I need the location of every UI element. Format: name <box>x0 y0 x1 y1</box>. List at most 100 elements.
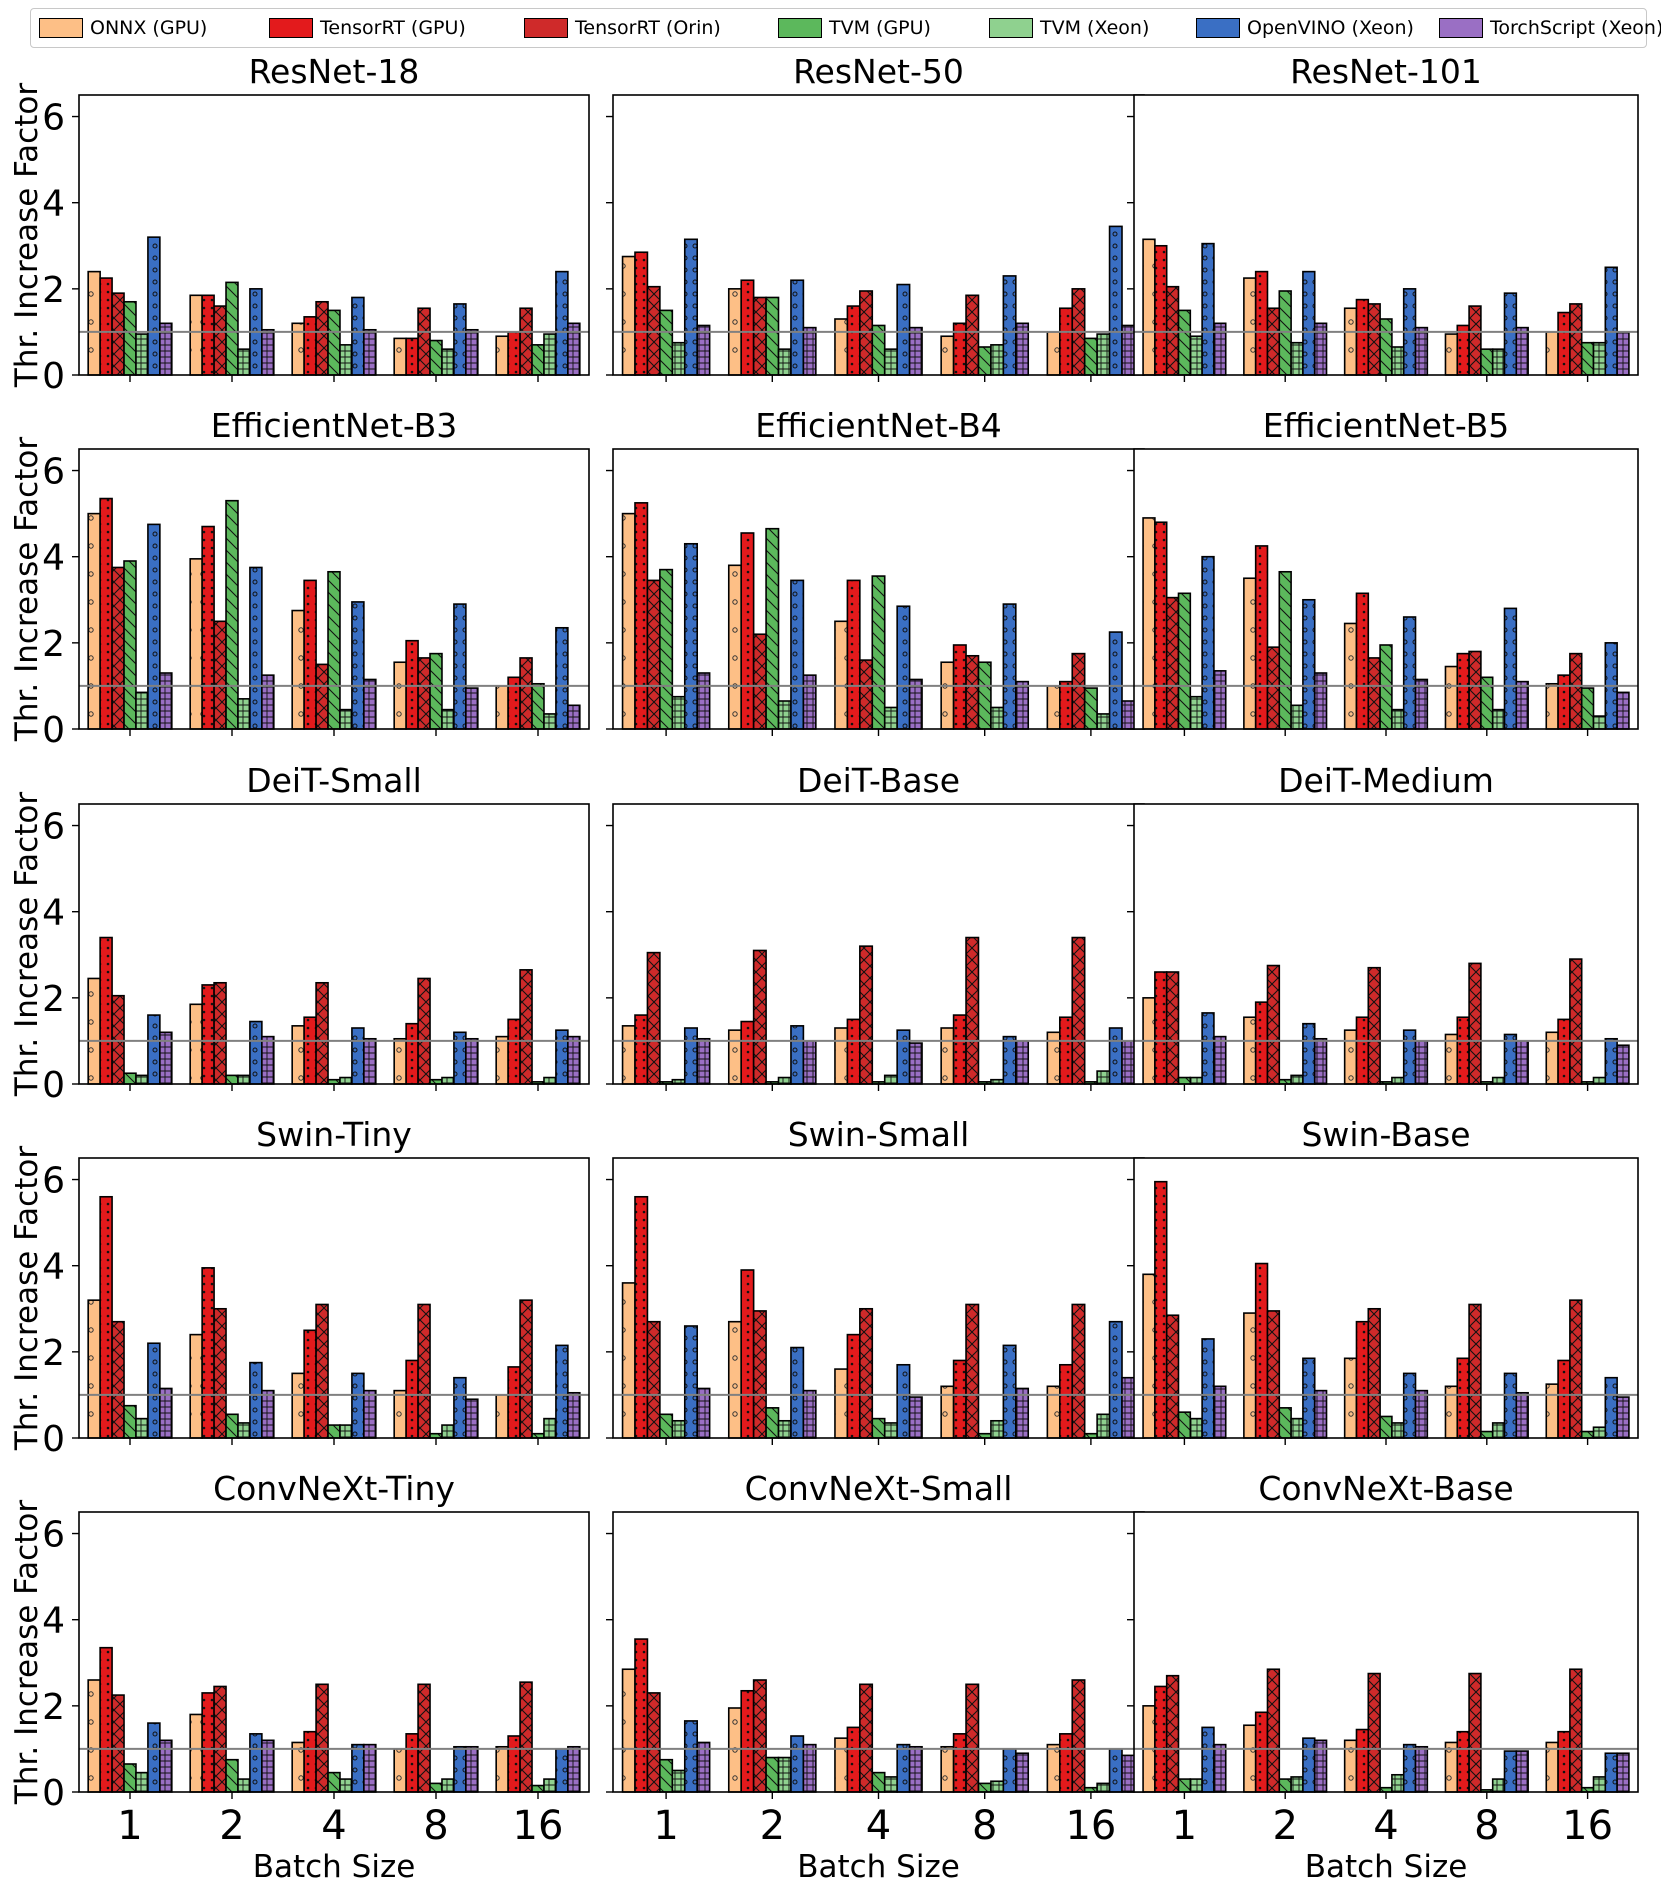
bar-hatch <box>339 344 353 376</box>
bar-hatch <box>952 1733 967 1793</box>
bar-hatch <box>1165 1674 1180 1793</box>
bar-hatch <box>393 1037 407 1085</box>
x-axis-label: Batch Size <box>1305 1849 1468 1885</box>
bar-hatch <box>1096 333 1111 376</box>
bar-hatch <box>790 1346 805 1439</box>
bar-hatch <box>1154 971 1168 1085</box>
bar-hatch <box>977 661 992 730</box>
bar-hatch <box>315 981 329 1085</box>
bar-hatch <box>363 1743 377 1793</box>
panel-title: DeiT-Base <box>797 761 960 800</box>
bar-hatch <box>1569 1299 1583 1439</box>
panel-title: DeiT-Medium <box>1278 761 1494 800</box>
legend-swatch-onnx-gpu <box>39 18 83 38</box>
bar-hatch <box>1367 1307 1381 1439</box>
bar-hatch <box>1491 708 1506 730</box>
bar-hatch <box>1402 1743 1417 1793</box>
bar-hatch <box>802 1389 817 1439</box>
bar-hatch <box>1557 1359 1571 1439</box>
bar-hatch <box>859 1683 874 1793</box>
bar-hatch <box>683 1027 699 1085</box>
bar-hatch <box>896 1029 911 1085</box>
bar-hatch <box>213 1685 227 1793</box>
legend-swatch-tvm-xeon <box>989 18 1033 38</box>
y-tick-label: 0 <box>42 710 65 751</box>
bar-hatch <box>1503 1750 1518 1793</box>
bar-hatch <box>429 652 443 730</box>
panel-title: ResNet-101 <box>1290 52 1482 91</box>
x-tick-label: 16 <box>513 1803 564 1849</box>
bar-hatch <box>1201 242 1215 376</box>
bar-hatch <box>1557 674 1571 730</box>
bar-hatch <box>291 609 305 730</box>
bar-hatch <box>1402 1029 1417 1085</box>
bar-hatch <box>1515 326 1529 376</box>
bar-hatch <box>659 568 674 730</box>
bar-hatch <box>752 1679 767 1793</box>
bar-hatch <box>1580 341 1595 376</box>
bar-hatch <box>189 1713 203 1793</box>
bar-hatch <box>123 300 137 376</box>
bar-hatch <box>507 1735 521 1793</box>
bar-hatch <box>883 1422 898 1439</box>
bar-hatch <box>555 270 569 376</box>
bar-hatch <box>1545 682 1559 730</box>
bar-hatch <box>303 316 317 376</box>
bar-hatch <box>1616 1752 1630 1793</box>
bar-hatch <box>1290 1074 1304 1085</box>
bar-hatch <box>752 949 767 1085</box>
bar-hatch <box>249 1361 263 1439</box>
bar-hatch <box>291 1372 305 1439</box>
bar-hatch <box>213 981 227 1085</box>
bar-hatch <box>567 704 581 730</box>
bar-hatch <box>1058 1016 1074 1085</box>
bar-hatch <box>952 1014 967 1085</box>
bar-hatch <box>1108 631 1123 730</box>
bar-hatch <box>1616 691 1630 730</box>
bar-hatch <box>555 1748 569 1793</box>
bar-hatch <box>1414 1745 1429 1793</box>
y-tick-label: 6 <box>42 452 65 493</box>
bar-hatch <box>213 1307 227 1439</box>
bar-hatch <box>646 579 661 730</box>
bar-hatch <box>765 1756 780 1793</box>
bar-hatch <box>261 1035 275 1085</box>
bar-hatch <box>1266 646 1281 730</box>
bar-hatch <box>1243 577 1257 730</box>
bar-hatch <box>621 1282 636 1439</box>
bar-hatch <box>465 1398 479 1439</box>
bar-hatch <box>683 1325 699 1439</box>
bar-hatch <box>555 1029 569 1085</box>
bar-hatch <box>1367 303 1381 376</box>
bar-hatch <box>327 570 341 730</box>
bar-hatch <box>990 1419 1005 1439</box>
bar-hatch <box>765 1407 780 1439</box>
bar-hatch <box>495 1035 509 1085</box>
legend-label: TVM (GPU) <box>829 17 931 39</box>
panel-efficientnet-b5: EfficientNet-B5 <box>1127 406 1639 736</box>
panel-deit-medium: DeiT-Medium <box>1127 761 1639 1091</box>
bar-hatch <box>1302 270 1316 376</box>
bar-hatch <box>1266 964 1281 1085</box>
bar-hatch <box>531 344 545 376</box>
bar-hatch <box>1456 1357 1470 1439</box>
bar-hatch <box>1313 1389 1328 1439</box>
bar-hatch <box>1189 695 1203 730</box>
bar-hatch <box>727 564 742 730</box>
bar-hatch <box>1414 1040 1429 1085</box>
bar-hatch <box>908 1745 923 1793</box>
bar-hatch <box>1002 1748 1017 1793</box>
bar-hatch <box>111 1320 125 1439</box>
bar-hatch <box>1213 1035 1227 1085</box>
bar-hatch <box>740 1689 755 1793</box>
bar-hatch <box>1108 225 1123 376</box>
bar-hatch <box>883 1776 898 1793</box>
bar-hatch <box>237 348 251 376</box>
bar-hatch <box>790 279 805 376</box>
bar-hatch <box>646 1692 661 1793</box>
bar-hatch <box>1213 1743 1227 1793</box>
bar-hatch <box>135 1074 149 1085</box>
bar-hatch <box>1015 1752 1030 1793</box>
